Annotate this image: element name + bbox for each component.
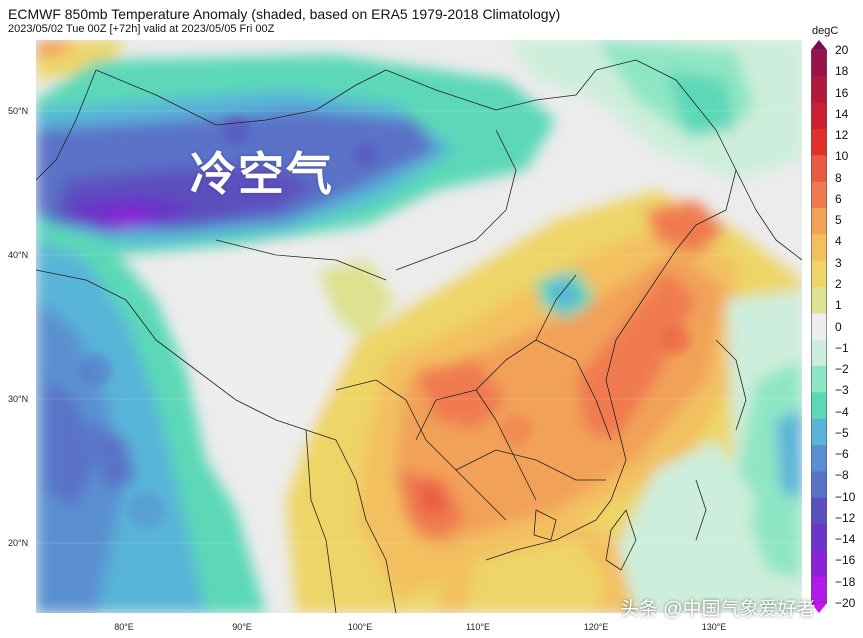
colorbar-tick-label: 5	[835, 213, 842, 228]
colorbar-band	[811, 392, 827, 420]
colorbar-tick-label: 18	[835, 64, 849, 79]
colorbar-band	[811, 497, 827, 525]
colorbar-min-cap	[811, 603, 827, 613]
colorbar-tick-label: 12	[835, 128, 849, 143]
colorbar-tick-label: 20	[835, 43, 849, 57]
colorbar-tick-label: −4	[835, 404, 849, 419]
colorbar-tick-label: 0	[835, 319, 842, 334]
colorbar-band	[811, 445, 827, 472]
colorbar-band	[811, 155, 827, 183]
anomaly-shading	[36, 40, 802, 613]
colorbar-band	[811, 102, 827, 130]
colorbar-frame	[811, 49, 827, 604]
colorbar-tick-label: −8	[835, 468, 849, 483]
chart-subtitle: 2023/05/02 Tue 00Z [+72h] valid at 2023/…	[8, 23, 275, 35]
colorbar-band	[811, 50, 827, 77]
colorbar-tick-label: −14	[835, 532, 856, 547]
colorbar-band	[811, 129, 827, 156]
colorbar-band	[811, 260, 827, 288]
colorbar-tick-label: −2	[835, 362, 849, 377]
lat-label-40n: 40°N	[8, 250, 29, 260]
colorbar-band	[811, 576, 827, 604]
lat-label-50n: 50°N	[8, 106, 29, 116]
lat-label-30n: 30°N	[8, 394, 29, 404]
colorbar-tick-label: −20	[835, 596, 856, 610]
colorbar-band	[811, 234, 827, 262]
colorbar-tick-label: 10	[835, 149, 849, 164]
colorbar-tick-label: 16	[835, 85, 849, 100]
chart-title: ECMWF 850mb Temperature Anomaly (shaded,…	[8, 6, 561, 22]
colorbar	[811, 40, 827, 613]
colorbar-tick-label: −6	[835, 447, 849, 462]
colorbar-tick-label: 1	[835, 298, 842, 313]
colorbar-tick-label: −16	[835, 553, 856, 568]
colorbar-tick-label: −18	[835, 574, 856, 589]
lon-label-130e: 130°E	[701, 622, 727, 632]
colorbar-max-cap	[811, 40, 827, 50]
colorbar-band	[811, 208, 827, 235]
colorbar-band	[811, 76, 827, 104]
colorbar-band	[811, 471, 827, 499]
colorbar-tick-label: 4	[835, 234, 842, 249]
lon-label-110e: 110°E	[466, 622, 490, 632]
colorbar-band	[811, 313, 827, 341]
colorbar-band	[811, 524, 827, 551]
colorbar-band	[811, 181, 827, 209]
boundaries	[36, 59, 802, 613]
colorbar-tick-label: 8	[835, 170, 842, 185]
lat-label-20n: 20°N	[8, 538, 29, 548]
colorbar-band	[811, 418, 827, 446]
colorbar-band	[811, 339, 827, 367]
lon-label-80e: 80°E	[114, 622, 134, 632]
lon-label-100e: 100°E	[347, 622, 373, 632]
colorbar-tick-label: −3	[835, 383, 849, 398]
colorbar-tick-label: 3	[835, 255, 842, 270]
colorbar-tick-label: 2	[835, 276, 842, 291]
colorbar-band	[811, 287, 827, 314]
shading-detail	[80, 116, 690, 528]
lon-label-90e: 90°E	[232, 622, 252, 632]
colorbar-tick-label: −12	[835, 510, 856, 525]
colorbar-tick-label: 14	[835, 106, 849, 121]
colorbar-tick-label: 6	[835, 191, 842, 206]
cold-air-label: 冷空气	[190, 148, 334, 200]
lon-label-120e: 120°E	[583, 622, 609, 632]
colorbar-band	[811, 366, 827, 393]
colorbar-tick-label: −10	[835, 489, 856, 504]
colorbar-band	[811, 550, 827, 578]
colorbar-tick-label: −5	[835, 425, 849, 440]
temperature-anomaly-map	[36, 40, 802, 613]
graticule	[36, 110, 802, 544]
colorbar-unit: degC	[812, 25, 839, 37]
colorbar-tick-label: −1	[835, 340, 849, 355]
watermark: 头条 @中国气象爱好者	[620, 599, 816, 620]
